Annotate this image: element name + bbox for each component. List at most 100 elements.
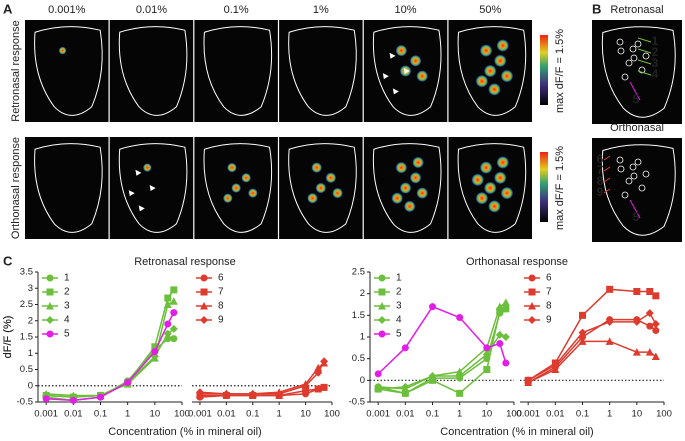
x-tick-label: 1 (277, 409, 282, 420)
x-tick-label: 0.1 (426, 409, 439, 420)
glomerulus (479, 161, 493, 175)
glomerulus (311, 162, 323, 174)
glomerulus (416, 187, 429, 200)
glomerulus-ring (629, 45, 637, 53)
glomerulus (226, 162, 237, 173)
bulb-outline (118, 26, 188, 116)
marker (124, 379, 132, 386)
marker (646, 288, 654, 295)
bulb-outline (34, 26, 103, 116)
roi-label: 5 (633, 210, 640, 224)
glomerulus-ring (625, 59, 633, 67)
marker (429, 303, 437, 311)
y-tick-label: -0.5 (349, 397, 365, 408)
marker (163, 300, 172, 308)
roi-label: 8 (597, 174, 604, 188)
legend-label: 8 (218, 301, 224, 312)
x-tick-label: 0.1 (246, 409, 259, 420)
glomerulus (496, 156, 510, 169)
legend-marker (46, 288, 54, 296)
arrowhead (128, 190, 135, 197)
legend-label: 5 (396, 329, 402, 340)
glomerulus (403, 200, 416, 213)
x-tick-label: 0.001 (188, 409, 212, 420)
marker (483, 366, 491, 373)
roi-label: 1 (652, 34, 659, 48)
glomerulus-ring (621, 73, 629, 81)
y-tick-label: 1 (360, 332, 365, 343)
marker (164, 294, 172, 302)
pointer (637, 37, 652, 43)
marker (314, 368, 323, 377)
marker (69, 396, 77, 404)
bulb-outline (34, 143, 103, 233)
glomerulus (409, 54, 422, 67)
legend-label: 6 (218, 273, 224, 284)
marker (401, 344, 409, 352)
marker (524, 376, 533, 385)
bulb-outline (601, 26, 676, 118)
y-axis-label: dF/F (%) (2, 316, 14, 359)
marker (455, 367, 464, 376)
roi-label: 9 (597, 185, 604, 199)
marker (632, 348, 641, 356)
x-tick-label: 100 (324, 409, 340, 420)
marker (170, 335, 178, 343)
marker (502, 305, 510, 313)
panel-title: Orthonasal (610, 122, 664, 134)
marker (428, 372, 437, 380)
x-tick-label: 0.1 (94, 409, 107, 420)
marker (320, 357, 329, 366)
marker (495, 330, 504, 339)
glomerulus (487, 82, 501, 96)
marker (169, 324, 178, 333)
image (279, 20, 363, 122)
glomerulus-ring (634, 158, 642, 166)
x-tick-label: 10 (632, 409, 643, 420)
legend-marker (378, 302, 386, 310)
glomerulus-ring (617, 165, 625, 173)
marker (456, 389, 464, 397)
bulb-outline (288, 26, 357, 116)
y-tick-label: 0 (360, 375, 365, 386)
column-label: 0.001% (48, 4, 86, 16)
y-tick-label: 3 (28, 283, 33, 294)
legend-marker (528, 274, 536, 282)
arrowhead (389, 52, 396, 59)
marker (496, 307, 504, 315)
x-tick-label: 0.01 (396, 409, 415, 420)
pointer (637, 59, 652, 65)
glomerulus (483, 181, 497, 195)
glomerulus (247, 188, 258, 199)
legend-marker (46, 330, 54, 338)
marker (651, 352, 660, 360)
x-axis-label: Concentration (% in mineral oil) (440, 426, 593, 438)
glomerulus (391, 192, 404, 205)
marker (455, 372, 464, 380)
legend-label: 7 (546, 287, 552, 298)
glomerulus (332, 187, 344, 199)
y-tick-label: 2.5 (20, 299, 33, 310)
glomerulus (409, 171, 422, 184)
glomerulus (325, 172, 337, 184)
bulb-outline (457, 143, 527, 233)
arrowhead (149, 185, 156, 191)
glomerulus (222, 193, 233, 204)
y-axis-label: dF/F (%) (2, 316, 14, 359)
pointer (603, 155, 611, 161)
column-label: 0.01% (136, 4, 167, 16)
bulb-outline (372, 143, 442, 233)
y-tick-label: 1.5 (20, 332, 33, 343)
legend-marker (200, 316, 208, 324)
x-tick-label: 100 (506, 409, 522, 420)
image (109, 20, 194, 122)
marker (645, 309, 654, 318)
glomerulus (496, 39, 510, 52)
legend-label: 1 (64, 273, 70, 284)
x-tick-label: 0.01 (64, 409, 83, 420)
glomerulus-ring (621, 191, 629, 199)
y-tick-label: 0 (28, 380, 33, 391)
image (25, 20, 109, 122)
glomerulus (493, 54, 507, 68)
